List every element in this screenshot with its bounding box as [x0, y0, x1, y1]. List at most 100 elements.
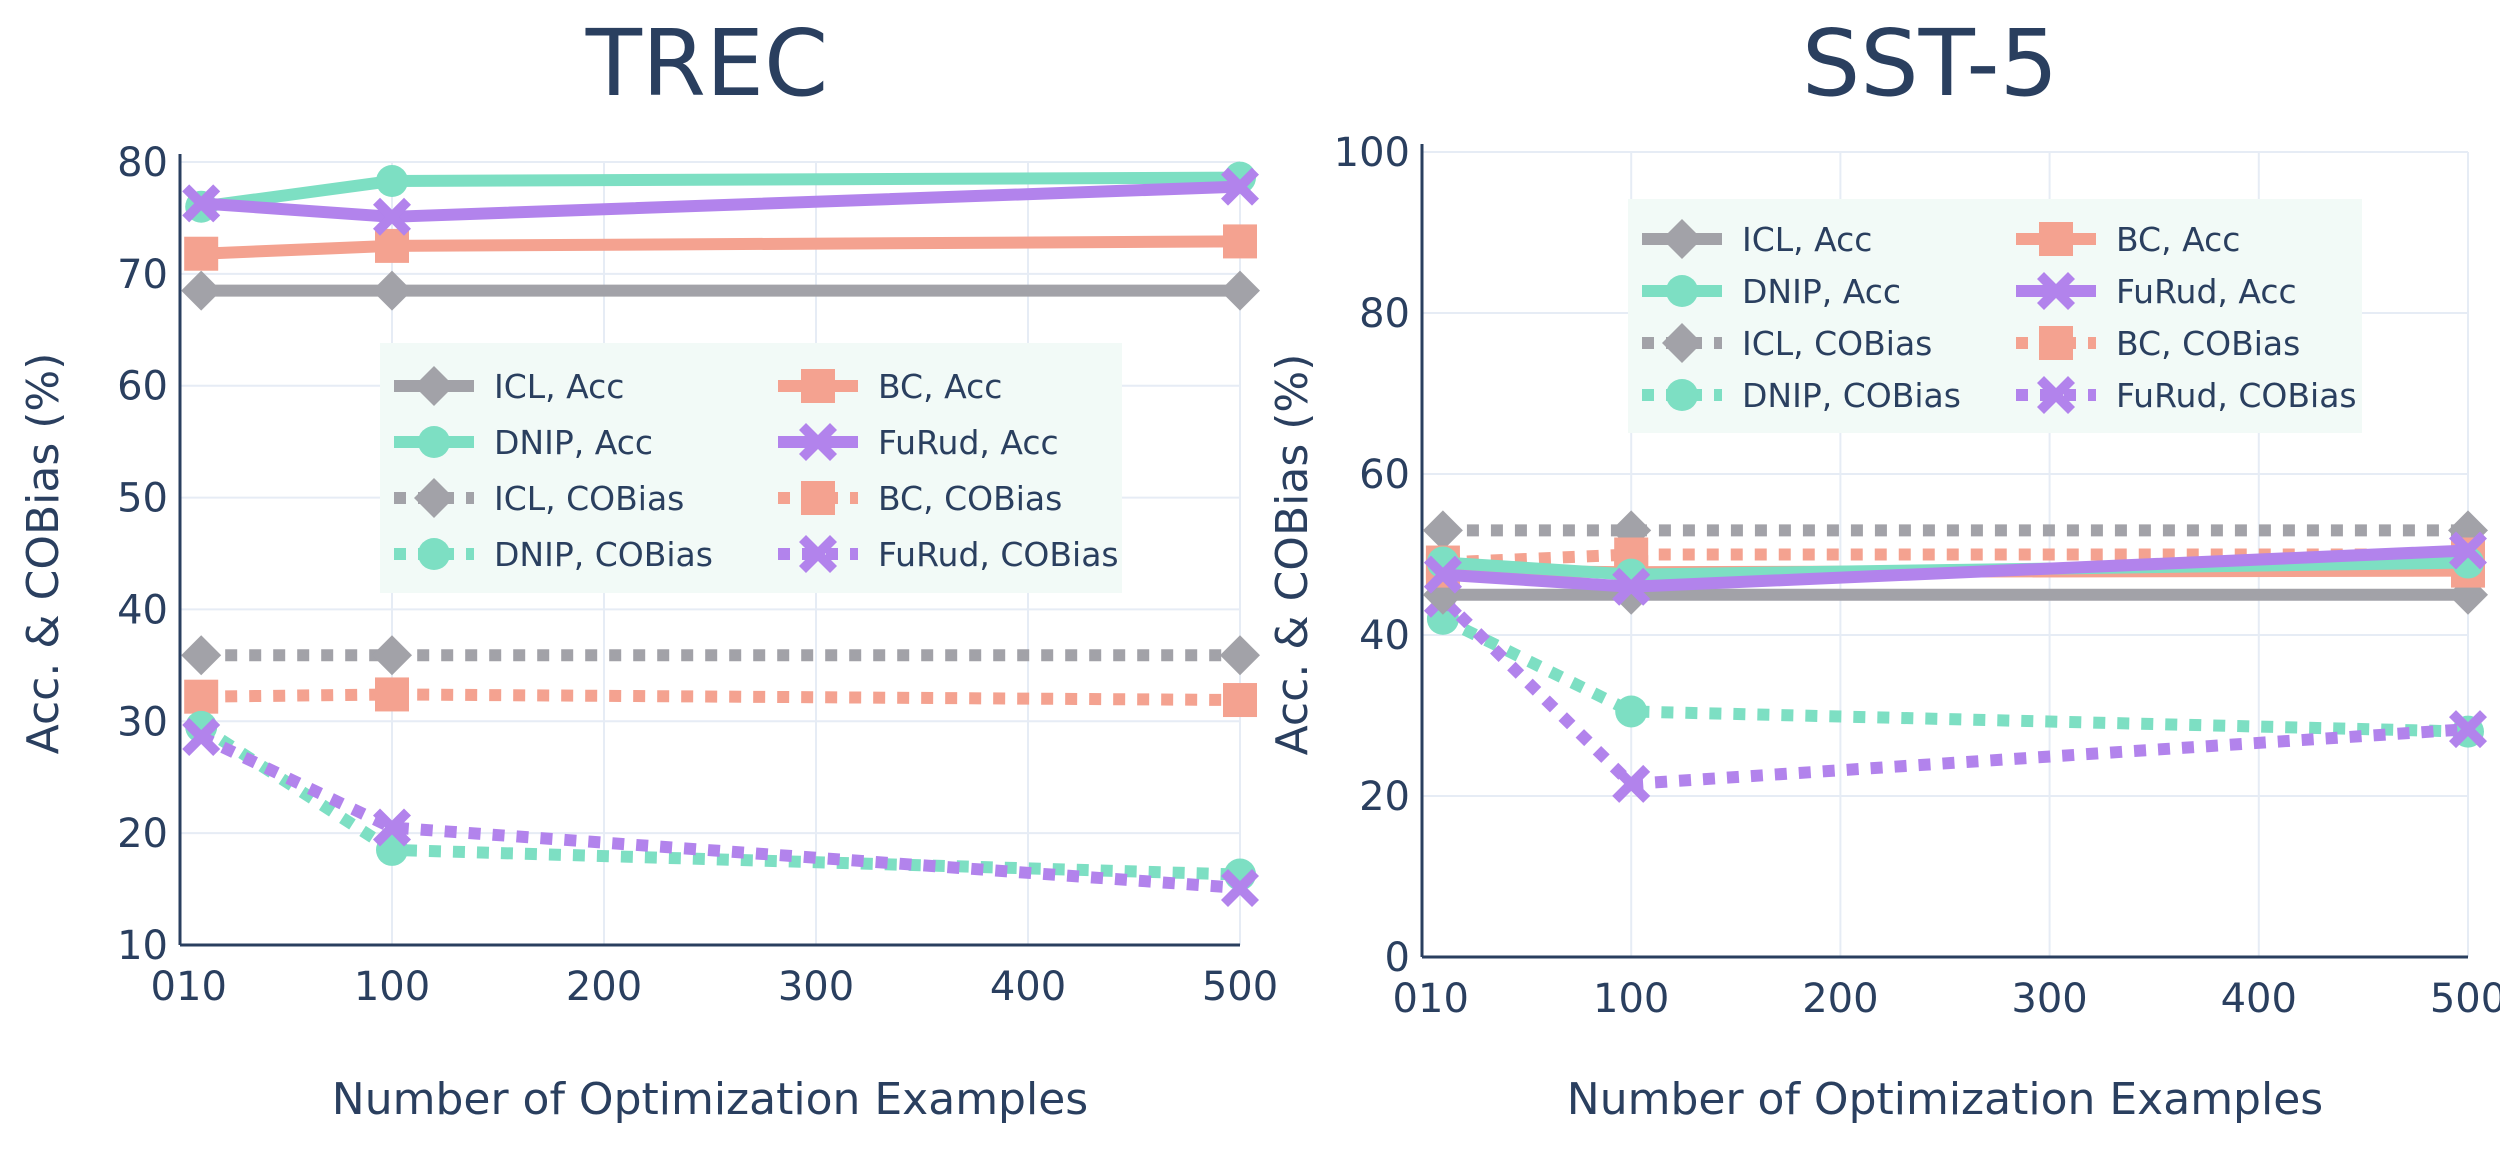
chart-trec-point-icl-cobias-100: [372, 635, 412, 676]
chart-sst-5-series-furud-cobias: [1423, 579, 2487, 803]
chart-trec-legend: ICL, Acc DNIP, Acc ICL, COBias DNIP, COBias…: [380, 343, 1122, 593]
chart-trec-legend-item-bc-cobias: BC, COBias: [778, 479, 1062, 518]
chart-sst-5-legend-marker-icl-acc: [1662, 219, 1702, 259]
chart-trec-legend-label-icl-cobias: ICL, COBias: [494, 479, 684, 518]
chart-trec-point-bc-cobias-10: [184, 679, 219, 714]
chart-sst-5-legend-item-icl-cobias: ICL, COBias: [1642, 323, 1932, 363]
chart-sst-5-legend-label-dnip-acc: DNIP, Acc: [1742, 272, 1901, 311]
chart-trec-legend-item-dnip-acc: DNIP, Acc: [394, 423, 653, 462]
chart-sst-5-legend-item-bc-cobias: BC, COBias: [2016, 324, 2300, 363]
chart-trec-legend-marker-bc-acc: [801, 369, 835, 403]
chart-sst-5-series-dnip-cobias: [1426, 602, 2484, 748]
chart-trec-point-icl-acc-10: [181, 270, 222, 311]
chart-sst-5-point-furud-acc-100: [1612, 567, 1651, 606]
chart-sst-5-ytick-0: 0: [1385, 935, 1410, 981]
chart-sst-5-legend-marker-dnip-acc: [1666, 275, 1698, 307]
chart-trec-ytick-60: 60: [117, 364, 168, 410]
chart-sst-5-series-icl-cobias: [1422, 510, 2488, 551]
chart-sst-5-xtick-400: 400: [2221, 976, 2297, 1022]
chart-trec-legend-label-dnip-acc: DNIP, Acc: [494, 423, 653, 462]
chart-sst-5-ytick-100: 100: [1334, 130, 1410, 176]
chart-trec-ytick-20: 20: [117, 811, 168, 857]
chart-sst-5-legend-label-icl-cobias: ICL, COBias: [1742, 324, 1932, 363]
chart-trec-point-bc-acc-500: [1223, 224, 1257, 259]
chart-sst-5-legend-label-furud-acc: FuRud, Acc: [2116, 272, 2297, 311]
chart-trec-legend-item-icl-cobias: ICL, COBias: [394, 478, 684, 518]
chart-sst-5-legend-marker-bc-acc: [2039, 222, 2073, 256]
chart-trec-legend-item-bc-acc: BC, Acc: [778, 367, 1002, 406]
chart-sst-5-legend-label-icl-acc: ICL, Acc: [1742, 220, 1872, 259]
chart-trec-series-furud-cobias: [182, 717, 1259, 907]
chart-trec-xlabel: Number of Optimization Examples: [332, 1074, 1088, 1125]
chart-sst-5-ytick-20: 20: [1359, 774, 1410, 820]
chart-trec-xtick-0: 0: [151, 964, 176, 1010]
chart-trec-legend-marker-furud-acc: [799, 423, 837, 461]
chart-sst-5-xtick-200: 200: [1802, 976, 1878, 1022]
chart-trec-legend-label-bc-acc: BC, Acc: [878, 367, 1002, 406]
chart-sst-5-legend-marker-icl-cobias: [1662, 323, 1702, 363]
chart-trec-point-icl-cobias-10: [181, 635, 222, 676]
chart-trec-point-icl-cobias-500: [1220, 635, 1260, 676]
chart-trec-legend-item-furud-cobias: FuRud, COBias: [778, 535, 1119, 574]
chart-trec-xtick-200: 200: [566, 964, 642, 1010]
chart-trec-xtick-500: 500: [1202, 964, 1278, 1010]
chart-sst-5-legend-box: [1628, 199, 2362, 433]
chart-trec-legend-marker-bc-cobias: [801, 481, 835, 515]
chart-trec-series-furud-acc: [182, 167, 1259, 236]
chart-trec-title: TREC: [585, 10, 829, 117]
chart-sst-5-legend-marker-dnip-cobias: [1666, 379, 1698, 411]
chart-trec-point-furud-acc-10: [182, 184, 221, 223]
chart-trec-point-dnip-acc-100: [376, 165, 408, 198]
chart-sst-5-point-icl-cobias-10: [1422, 510, 1463, 551]
chart-trec-legend-marker-dnip-acc: [418, 426, 450, 458]
chart-sst-5-legend-item-furud-acc: FuRud, Acc: [2016, 272, 2297, 311]
chart-sst-5-xlabel: Number of Optimization Examples: [1567, 1074, 2323, 1125]
chart-trec-line-bc-cobias: [201, 688, 1241, 707]
chart-trec-point-furud-acc-500: [1221, 167, 1259, 206]
chart-sst-5-ytick-60: 60: [1359, 452, 1410, 498]
chart-sst-5-legend-label-dnip-cobias: DNIP, COBias: [1742, 376, 1961, 415]
chart-sst-5-ytick-80: 80: [1359, 291, 1410, 337]
chart-trec-legend-marker-dnip-cobias: [418, 538, 450, 570]
chart-sst-5-ylabel: Acc. & COBias (%): [1267, 354, 1318, 756]
chart-sst-5-point-furud-acc-500: [2449, 531, 2487, 570]
chart-sst-5-xtick-100: 100: [1593, 976, 1669, 1022]
chart-trec-ytick-30: 30: [117, 699, 168, 745]
chart-sst-5-legend-label-furud-cobias: FuRud, COBias: [2116, 376, 2357, 415]
chart-trec-point-furud-cobias-10: [182, 717, 221, 756]
chart-sst-5-xtick-0: 0: [1393, 976, 1418, 1022]
chart-trec-legend-marker-furud-cobias: [799, 535, 837, 573]
chart-trec-legend-item-dnip-cobias: DNIP, COBias: [394, 535, 713, 574]
chart-trec-legend-marker-icl-acc: [414, 366, 454, 406]
chart-trec-legend-label-bc-cobias: BC, COBias: [878, 479, 1062, 518]
chart-sst-5-legend-item-dnip-acc: DNIP, Acc: [1642, 272, 1901, 311]
chart-sst-5-legend-marker-furud-acc: [2037, 272, 2075, 310]
chart-sst-5-legend: ICL, Acc DNIP, Acc ICL, COBias DNIP, COBias…: [1628, 199, 2362, 433]
chart-trec-line-furud-cobias: [198, 731, 1241, 894]
chart-trec-point-icl-acc-500: [1220, 270, 1260, 311]
chart-trec-point-bc-cobias-500: [1223, 683, 1257, 718]
chart-trec-point-furud-cobias-500: [1221, 868, 1259, 907]
chart-sst-5-legend-item-bc-acc: BC, Acc: [2016, 220, 2240, 259]
chart-trec-point-bc-acc-10: [184, 236, 219, 271]
chart-sst-5-xtick-500: 500: [2430, 976, 2500, 1022]
chart-trec-series-dnip-cobias: [185, 710, 1256, 891]
chart-trec-xtick-10: 10: [176, 964, 227, 1010]
chart-sst-5-legend-label-bc-acc: BC, Acc: [2116, 220, 2240, 259]
chart-trec-legend-item-icl-acc: ICL, Acc: [394, 366, 624, 406]
chart-trec-ytick-80: 80: [117, 140, 168, 186]
chart-trec-legend-label-dnip-cobias: DNIP, COBias: [494, 535, 713, 574]
chart-trec-ytick-50: 50: [117, 476, 168, 522]
chart-trec-ytick-40: 40: [117, 587, 168, 633]
chart-sst-5-point-furud-cobias-500: [2449, 710, 2487, 749]
chart-trec-ylabel: Acc. & COBias (%): [18, 353, 69, 755]
chart-trec-ytick-70: 70: [117, 252, 168, 298]
chart-trec-legend-label-icl-acc: ICL, Acc: [494, 367, 624, 406]
chart-trec-legend-marker-icl-cobias: [414, 478, 454, 518]
chart-sst-5-xtick-300: 300: [2011, 976, 2087, 1022]
chart-trec-xtick-400: 400: [990, 964, 1066, 1010]
chart-sst-5-xtick-10: 10: [1418, 976, 1469, 1022]
chart-trec-point-icl-acc-100: [372, 270, 412, 311]
